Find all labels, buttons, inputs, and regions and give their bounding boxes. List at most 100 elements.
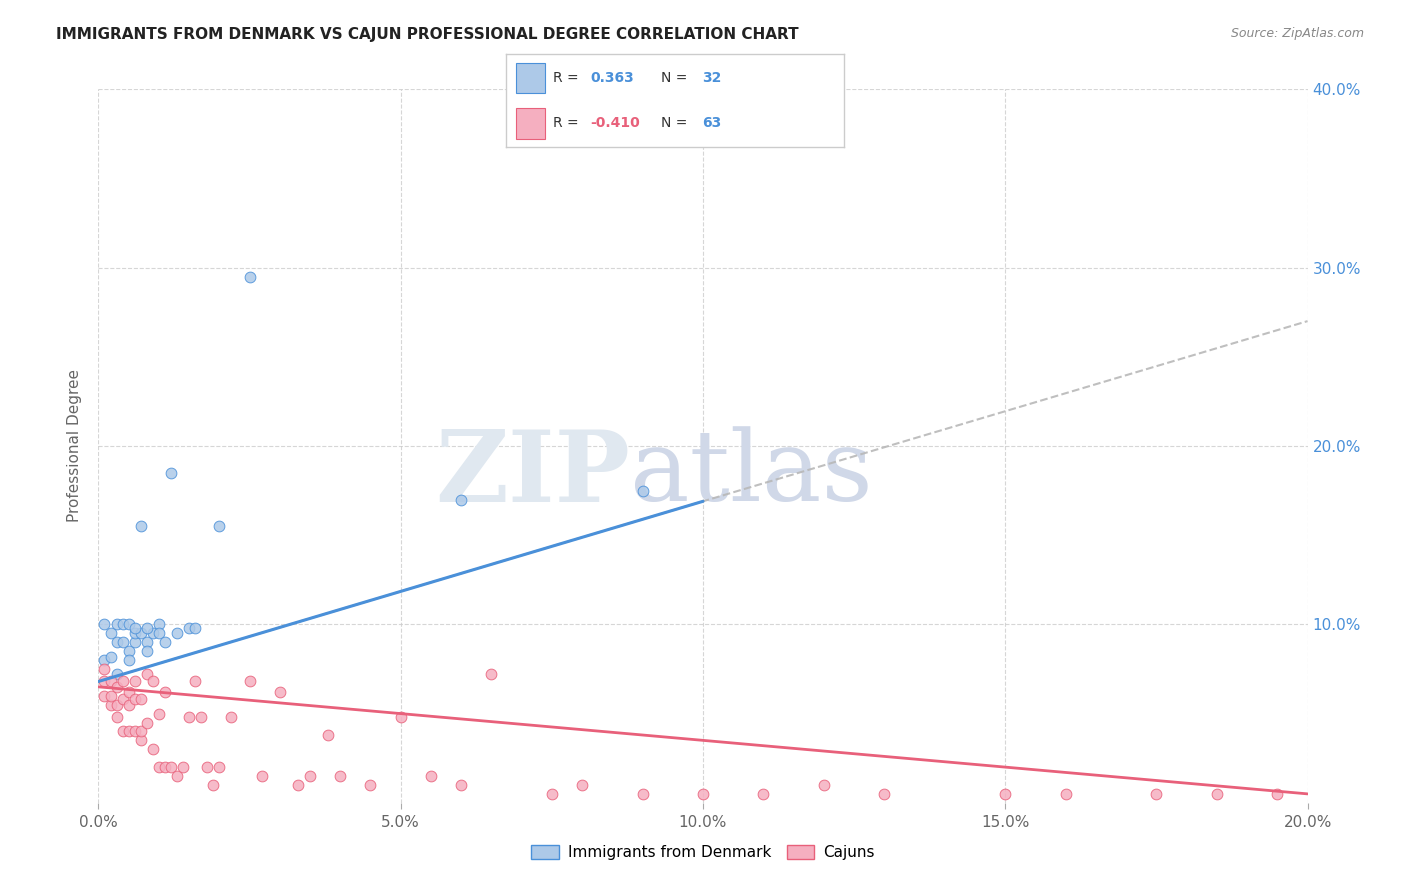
Point xyxy=(184,674,207,689)
Point xyxy=(93,617,115,632)
Point xyxy=(111,617,134,632)
Point xyxy=(129,692,152,706)
Bar xyxy=(516,63,546,94)
Point xyxy=(118,653,141,667)
Point xyxy=(1206,787,1229,801)
Point xyxy=(329,769,352,783)
Point xyxy=(124,724,146,739)
Point xyxy=(111,724,134,739)
Point xyxy=(221,710,243,724)
Point xyxy=(105,617,128,632)
Point xyxy=(148,617,170,632)
Point xyxy=(166,769,188,783)
Point xyxy=(129,519,152,533)
Point xyxy=(129,626,152,640)
Point xyxy=(250,769,273,783)
Point xyxy=(873,787,896,801)
Point xyxy=(389,710,412,724)
Point xyxy=(142,742,165,756)
Point xyxy=(105,680,128,694)
Point xyxy=(752,787,775,801)
Point xyxy=(100,626,122,640)
Text: N =: N = xyxy=(661,116,692,130)
Text: -0.410: -0.410 xyxy=(591,116,640,130)
Point xyxy=(111,692,134,706)
Point xyxy=(195,760,218,774)
Point xyxy=(1267,787,1289,801)
Point xyxy=(1054,787,1077,801)
Point xyxy=(148,706,170,721)
Point xyxy=(135,635,157,649)
Point xyxy=(994,787,1017,801)
Point xyxy=(111,635,134,649)
Point xyxy=(184,621,207,635)
Point xyxy=(692,787,714,801)
Point xyxy=(93,689,115,703)
Y-axis label: Professional Degree: Professional Degree xyxy=(67,369,83,523)
Text: atlas: atlas xyxy=(630,426,873,523)
Point xyxy=(105,635,128,649)
Point xyxy=(179,710,201,724)
Point xyxy=(208,519,231,533)
Point xyxy=(105,698,128,712)
Point xyxy=(135,667,157,681)
Point xyxy=(124,621,146,635)
Point xyxy=(93,674,115,689)
Point xyxy=(100,698,122,712)
Point xyxy=(142,626,165,640)
Text: ZIP: ZIP xyxy=(436,426,630,523)
Point xyxy=(172,760,194,774)
Point xyxy=(571,778,593,792)
Point xyxy=(420,769,443,783)
Point xyxy=(299,769,322,783)
Point xyxy=(124,674,146,689)
Point xyxy=(450,778,472,792)
Point xyxy=(124,692,146,706)
Point xyxy=(179,621,201,635)
Text: R =: R = xyxy=(554,116,583,130)
Point xyxy=(631,483,654,498)
Point xyxy=(93,662,115,676)
Text: 63: 63 xyxy=(702,116,721,130)
Point xyxy=(239,674,262,689)
Point xyxy=(129,733,152,747)
Point xyxy=(153,635,176,649)
Point xyxy=(129,724,152,739)
Point xyxy=(153,760,176,774)
Point xyxy=(160,760,183,774)
Legend: Immigrants from Denmark, Cajuns: Immigrants from Denmark, Cajuns xyxy=(526,839,880,866)
Point xyxy=(124,635,146,649)
Bar xyxy=(516,108,546,139)
Point xyxy=(118,724,141,739)
Text: N =: N = xyxy=(661,70,692,85)
Point xyxy=(100,649,122,664)
Point xyxy=(118,698,141,712)
Point xyxy=(135,644,157,658)
Point xyxy=(287,778,309,792)
Point xyxy=(142,674,165,689)
Text: Source: ZipAtlas.com: Source: ZipAtlas.com xyxy=(1230,27,1364,40)
Point xyxy=(450,492,472,507)
Point xyxy=(118,644,141,658)
Text: 0.363: 0.363 xyxy=(591,70,634,85)
Point xyxy=(124,626,146,640)
Point xyxy=(118,685,141,699)
Point xyxy=(190,710,212,724)
Point xyxy=(202,778,225,792)
Text: IMMIGRANTS FROM DENMARK VS CAJUN PROFESSIONAL DEGREE CORRELATION CHART: IMMIGRANTS FROM DENMARK VS CAJUN PROFESS… xyxy=(56,27,799,42)
Point xyxy=(813,778,835,792)
Point xyxy=(153,685,176,699)
Point xyxy=(100,674,122,689)
Point xyxy=(148,626,170,640)
Text: 32: 32 xyxy=(702,70,721,85)
Point xyxy=(239,269,262,284)
Point xyxy=(540,787,562,801)
Point xyxy=(160,466,183,480)
Point xyxy=(135,715,157,730)
Point xyxy=(481,667,503,681)
Point xyxy=(148,760,170,774)
Text: R =: R = xyxy=(554,70,583,85)
Point xyxy=(118,617,141,632)
Point xyxy=(1144,787,1167,801)
Point xyxy=(111,674,134,689)
